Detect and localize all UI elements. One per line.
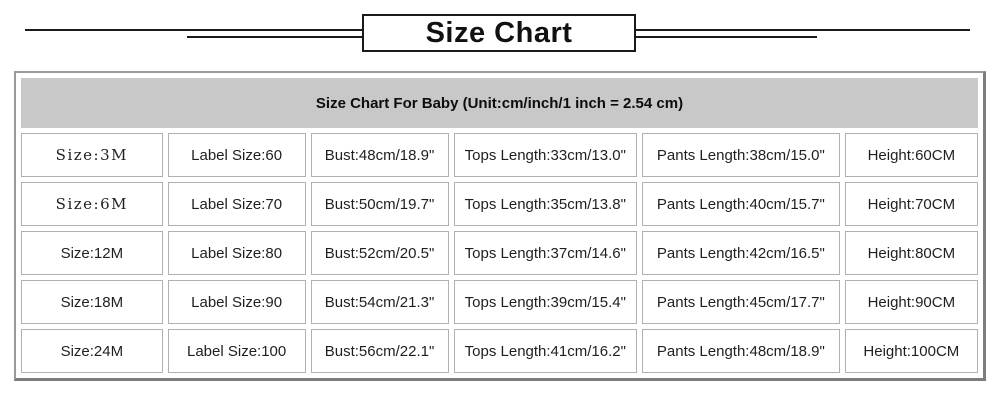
- cell-bust: Bust:54cm/21.3": [310, 280, 449, 324]
- cell-pants-length: Pants Length:42cm/16.5": [642, 231, 840, 275]
- cell-tops-length: Tops Length:33cm/13.0": [453, 133, 638, 177]
- cell-tops-length: Tops Length:39cm/15.4": [453, 280, 638, 324]
- decorative-line-top-left: [25, 29, 362, 31]
- title-box: Size Chart: [362, 14, 636, 52]
- cell-pants-length: Pants Length:48cm/18.9": [642, 329, 840, 373]
- cell-label-size: Label Size:60: [167, 133, 306, 177]
- cell-label-size: Label Size:80: [167, 231, 306, 275]
- table-header-row: Size Chart For Baby (Unit:cm/inch/1 inch…: [21, 78, 978, 128]
- cell-bust: Bust:56cm/22.1": [310, 329, 449, 373]
- cell-tops-length: Tops Length:37cm/14.6": [453, 231, 638, 275]
- decorative-line-top-right: [636, 29, 970, 31]
- cell-size: Size:24M: [21, 329, 163, 373]
- cell-size: Size:3M: [21, 133, 163, 177]
- cell-size: Size:6M: [21, 182, 163, 226]
- table-row: Size:6M Label Size:70 Bust:50cm/19.7" To…: [21, 182, 978, 226]
- size-chart-table: Size Chart For Baby (Unit:cm/inch/1 inch…: [14, 71, 986, 381]
- title-banner: Size Chart: [0, 0, 1000, 62]
- table-row: Size:3M Label Size:60 Bust:48cm/18.9" To…: [21, 133, 978, 177]
- cell-height: Height:60CM: [844, 133, 978, 177]
- cell-pants-length: Pants Length:38cm/15.0": [642, 133, 840, 177]
- page-title: Size Chart: [425, 16, 573, 49]
- cell-pants-length: Pants Length:40cm/15.7": [642, 182, 840, 226]
- cell-bust: Bust:50cm/19.7": [310, 182, 449, 226]
- table-row: Size:24M Label Size:100 Bust:56cm/22.1" …: [21, 329, 978, 373]
- cell-size: Size:18M: [21, 280, 163, 324]
- table-row: Size:12M Label Size:80 Bust:52cm/20.5" T…: [21, 231, 978, 275]
- cell-bust: Bust:52cm/20.5": [310, 231, 449, 275]
- cell-label-size: Label Size:70: [167, 182, 306, 226]
- cell-label-size: Label Size:100: [167, 329, 306, 373]
- cell-size: Size:12M: [21, 231, 163, 275]
- decorative-line-bottom-left: [187, 36, 362, 38]
- cell-tops-length: Tops Length:41cm/16.2": [453, 329, 638, 373]
- decorative-line-bottom-right: [636, 36, 817, 38]
- cell-height: Height:70CM: [844, 182, 978, 226]
- table-row: Size:18M Label Size:90 Bust:54cm/21.3" T…: [21, 280, 978, 324]
- cell-height: Height:90CM: [844, 280, 978, 324]
- cell-height: Height:80CM: [844, 231, 978, 275]
- table-header: Size Chart For Baby (Unit:cm/inch/1 inch…: [21, 78, 978, 128]
- cell-label-size: Label Size:90: [167, 280, 306, 324]
- cell-pants-length: Pants Length:45cm/17.7": [642, 280, 840, 324]
- cell-tops-length: Tops Length:35cm/13.8": [453, 182, 638, 226]
- cell-bust: Bust:48cm/18.9": [310, 133, 449, 177]
- cell-height: Height:100CM: [844, 329, 978, 373]
